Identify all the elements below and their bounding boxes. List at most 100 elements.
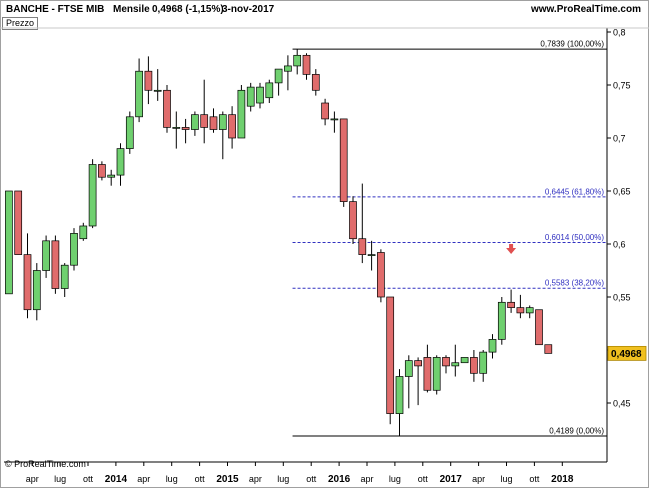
candle[interactable] [107, 169, 116, 186]
x-tick-label: ott [195, 474, 206, 484]
copyright-label: © ProRealTime.com [5, 459, 86, 469]
candle[interactable] [209, 108, 218, 133]
x-tick-label: lug [277, 474, 289, 484]
candle-body [544, 344, 553, 354]
candle[interactable] [191, 111, 199, 136]
fib-level-label: 0,5583 (38,20%) [545, 279, 604, 288]
candle[interactable] [256, 82, 264, 109]
candle[interactable] [98, 161, 106, 181]
candle-body [293, 54, 302, 67]
candle[interactable] [330, 111, 339, 133]
candle[interactable] [14, 190, 23, 255]
candle[interactable] [70, 228, 78, 271]
candle[interactable] [51, 235, 60, 294]
candle-body [116, 148, 125, 176]
x-tick-label: apr [249, 474, 262, 484]
site-url[interactable]: www.ProRealTime.com [530, 4, 641, 15]
candle[interactable] [488, 334, 497, 359]
candle-body [442, 357, 450, 367]
candle-body [32, 270, 41, 311]
candle[interactable] [349, 196, 357, 244]
fib-level-label: 0,7839 (100,00%) [540, 40, 604, 49]
candle-body [14, 190, 23, 255]
x-tick-label: 2015 [216, 474, 239, 485]
candle-body [256, 86, 264, 104]
instrument-name: BANCHE - FTSE MIB [6, 4, 105, 15]
candle[interactable] [237, 85, 246, 139]
candle[interactable] [525, 305, 534, 319]
candle-body [200, 114, 209, 128]
candle[interactable] [32, 263, 41, 321]
candle[interactable] [339, 118, 348, 207]
candle[interactable] [497, 297, 506, 345]
panel-label-prezzo[interactable]: Prezzo [2, 17, 39, 30]
x-tick-label: 2014 [105, 474, 128, 485]
candle-body [246, 86, 255, 107]
candle-body [125, 116, 134, 149]
candle[interactable] [265, 79, 274, 104]
fib-level-label: 0,4189 (0,00%) [549, 426, 604, 435]
candle-body [470, 357, 478, 374]
candle[interactable] [367, 240, 376, 271]
candle[interactable] [125, 111, 134, 154]
candle[interactable] [5, 190, 13, 295]
candle[interactable] [246, 82, 255, 112]
candle[interactable] [23, 233, 32, 319]
candle[interactable] [460, 357, 469, 364]
candle-body [51, 240, 60, 289]
candle-body [163, 89, 171, 128]
candle-body [228, 114, 236, 139]
candle[interactable] [181, 118, 190, 144]
candle[interactable] [135, 58, 143, 123]
candle-body [5, 190, 13, 295]
x-tick-label: apr [360, 474, 373, 484]
candle[interactable] [470, 350, 478, 382]
candle-body [479, 351, 488, 374]
candle[interactable] [42, 235, 50, 278]
candle[interactable] [377, 249, 385, 303]
candle[interactable] [432, 355, 441, 395]
chart-header: BANCHE - FTSE MIB Mensile 0,4968 (-1,15%… [0, 0, 651, 18]
candle[interactable] [302, 53, 311, 80]
candle[interactable] [153, 69, 162, 101]
candle[interactable] [386, 296, 395, 425]
candle[interactable] [535, 309, 543, 346]
candle[interactable] [172, 111, 181, 149]
candle-body [488, 339, 497, 353]
candle[interactable] [404, 355, 413, 409]
candle[interactable] [79, 222, 88, 241]
candle[interactable] [321, 98, 329, 126]
candle-body [451, 362, 460, 367]
candle[interactable] [60, 263, 69, 297]
candle[interactable] [144, 56, 153, 105]
candle[interactable] [311, 69, 320, 96]
candle[interactable] [284, 55, 292, 91]
candle[interactable] [228, 106, 236, 149]
candle[interactable] [293, 49, 302, 75]
candle[interactable] [358, 183, 367, 264]
candle[interactable] [516, 294, 525, 319]
candle[interactable] [544, 344, 553, 354]
candle[interactable] [395, 369, 404, 436]
x-tick-label: lug [166, 474, 178, 484]
candle[interactable] [218, 111, 227, 160]
candle[interactable] [507, 289, 515, 313]
candle-body [218, 114, 227, 130]
candle-body [395, 376, 404, 414]
candle[interactable] [414, 357, 422, 406]
candle[interactable] [451, 344, 460, 377]
candle[interactable] [116, 143, 125, 186]
fib-level-label: 0,6014 (50,00%) [545, 233, 604, 242]
candle[interactable] [479, 350, 488, 382]
candle-body [330, 118, 339, 121]
candle[interactable] [163, 85, 171, 133]
candle[interactable] [200, 79, 209, 144]
candle[interactable] [274, 68, 283, 96]
candle-body [172, 127, 181, 129]
candle-body [98, 164, 106, 178]
candle[interactable] [88, 159, 97, 229]
candle[interactable] [423, 344, 432, 393]
candle[interactable] [442, 355, 450, 374]
candle-body [423, 357, 432, 391]
